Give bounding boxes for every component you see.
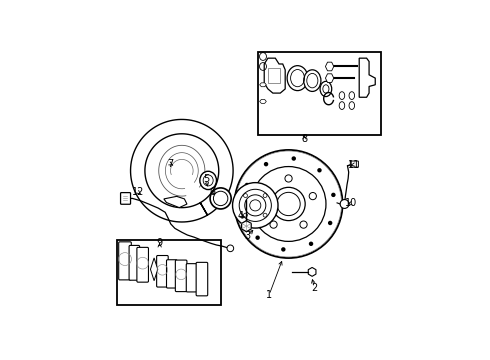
Text: 1: 1 <box>266 290 272 300</box>
Ellipse shape <box>320 81 332 96</box>
Circle shape <box>292 156 296 161</box>
Polygon shape <box>164 196 187 208</box>
Polygon shape <box>325 62 334 71</box>
Text: 9: 9 <box>157 238 163 248</box>
Circle shape <box>227 245 234 252</box>
Circle shape <box>340 199 349 208</box>
Ellipse shape <box>339 102 344 109</box>
Ellipse shape <box>200 171 217 190</box>
Polygon shape <box>260 99 267 103</box>
Polygon shape <box>150 258 158 281</box>
Circle shape <box>210 188 231 209</box>
Text: 5: 5 <box>203 174 209 184</box>
FancyBboxPatch shape <box>157 256 168 287</box>
Polygon shape <box>264 58 285 93</box>
Polygon shape <box>242 221 251 232</box>
FancyBboxPatch shape <box>137 247 148 282</box>
Text: 7: 7 <box>167 159 173 169</box>
Circle shape <box>281 247 286 252</box>
Text: 12: 12 <box>132 187 145 197</box>
Circle shape <box>309 242 313 246</box>
Text: 4: 4 <box>238 211 244 221</box>
FancyBboxPatch shape <box>129 246 140 280</box>
FancyBboxPatch shape <box>196 262 208 296</box>
Circle shape <box>233 183 278 228</box>
Ellipse shape <box>349 92 355 99</box>
Circle shape <box>245 183 249 187</box>
Text: 6: 6 <box>210 187 216 197</box>
Text: 2: 2 <box>311 283 318 293</box>
Bar <box>117 240 220 305</box>
Circle shape <box>328 221 332 225</box>
FancyBboxPatch shape <box>121 193 130 204</box>
Ellipse shape <box>287 66 308 91</box>
Text: 3: 3 <box>245 231 251 241</box>
Bar <box>258 51 381 135</box>
Circle shape <box>242 211 246 215</box>
Circle shape <box>264 162 268 166</box>
Polygon shape <box>260 83 267 87</box>
Polygon shape <box>359 58 375 97</box>
Text: 8: 8 <box>301 134 307 144</box>
Polygon shape <box>325 74 334 82</box>
Polygon shape <box>130 120 233 222</box>
Ellipse shape <box>304 70 321 91</box>
FancyBboxPatch shape <box>186 264 197 292</box>
Ellipse shape <box>349 102 355 109</box>
Ellipse shape <box>339 92 344 99</box>
FancyBboxPatch shape <box>175 260 187 292</box>
Text: 11: 11 <box>348 159 360 170</box>
FancyBboxPatch shape <box>350 161 358 167</box>
FancyBboxPatch shape <box>167 260 177 288</box>
Circle shape <box>255 235 260 240</box>
Text: 10: 10 <box>345 198 358 208</box>
FancyBboxPatch shape <box>119 242 131 280</box>
Circle shape <box>331 193 336 197</box>
Circle shape <box>317 168 322 172</box>
Polygon shape <box>308 267 316 276</box>
